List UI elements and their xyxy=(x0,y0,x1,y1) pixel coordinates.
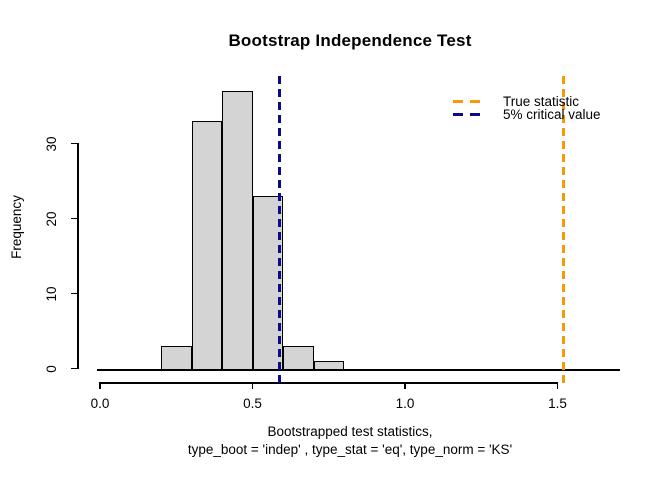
legend-label: 5% critical value xyxy=(503,107,601,122)
legend-line-sample xyxy=(453,113,487,116)
y-axis-line xyxy=(77,142,79,370)
x-tick-label: 0.5 xyxy=(243,396,262,411)
y-tick xyxy=(70,217,78,220)
x-tick-label: 1.5 xyxy=(548,396,567,411)
y-tick-label: 10 xyxy=(44,285,59,302)
histogram-bar xyxy=(283,346,314,370)
y-axis-label: Frequency xyxy=(9,195,24,259)
histogram-bar xyxy=(161,346,192,370)
y-tick-label: 30 xyxy=(44,135,59,152)
x-axis-label-line1: Bootstrapped test statistics, xyxy=(267,424,433,439)
legend-item: 5% critical value xyxy=(453,108,601,121)
chart-title: Bootstrap Independence Test xyxy=(228,31,472,50)
y-tick xyxy=(70,142,78,145)
vline-critical-value xyxy=(278,76,282,386)
x-tick-label: 0.0 xyxy=(90,396,110,411)
y-tick xyxy=(70,367,78,370)
vline-true-statistic xyxy=(562,76,566,386)
y-tick-label: 0 xyxy=(44,364,59,373)
x-axis-label-line2: type_boot = 'indep' , type_stat = 'eq', … xyxy=(187,442,513,457)
x-tick-label: 1.0 xyxy=(395,396,415,411)
zero-line xyxy=(97,369,620,371)
histogram-bar xyxy=(191,121,222,370)
x-tick xyxy=(251,382,254,389)
x-tick xyxy=(556,382,559,389)
x-axis-line xyxy=(99,382,559,384)
legend-item: True statistic xyxy=(453,95,579,108)
x-tick xyxy=(99,382,101,389)
legend-line-sample xyxy=(453,100,487,103)
y-tick-label: 20 xyxy=(44,210,59,227)
legend-label: True statistic xyxy=(503,94,580,109)
x-tick xyxy=(404,382,406,389)
histogram-bar xyxy=(222,91,253,370)
y-tick xyxy=(70,292,78,295)
histogram-bar xyxy=(252,196,283,370)
